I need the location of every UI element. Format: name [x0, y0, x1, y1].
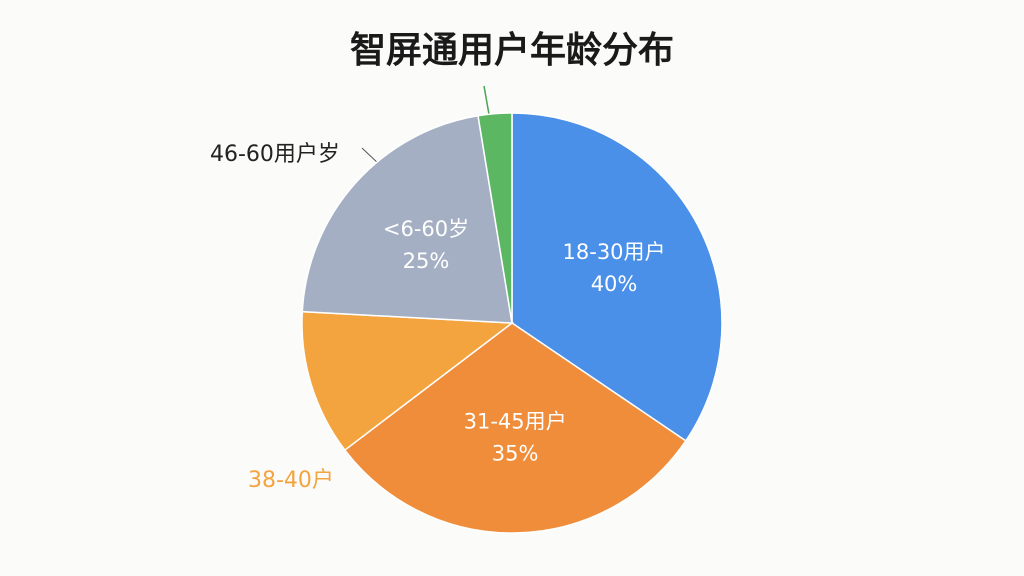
- slice-label: 38-40户: [248, 468, 334, 493]
- value-label: 35%: [492, 441, 539, 465]
- slice-label: 18-30用户: [563, 240, 666, 264]
- value-label: 40%: [591, 272, 638, 296]
- chart-title: 智屏通用户年龄分布: [350, 30, 674, 71]
- value-label: 25%: [403, 249, 450, 273]
- pie-slice: [343, 322, 687, 534]
- pie-slice: [301, 310, 515, 452]
- slice-label: <6-60岁: [383, 217, 469, 241]
- annotation: 46-60用户岁: [210, 142, 340, 167]
- pie-slice: [301, 114, 513, 324]
- slice-label: 31-45用户: [464, 409, 567, 433]
- pie-slice: [511, 112, 723, 442]
- pie-slice: [477, 112, 513, 324]
